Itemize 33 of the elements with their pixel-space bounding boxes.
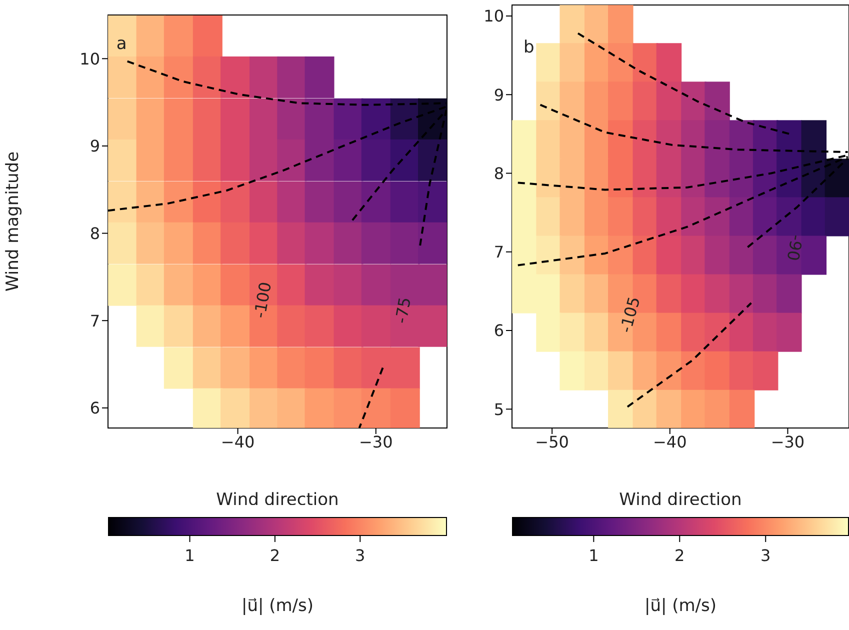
- annotation: -75: [391, 296, 415, 325]
- color-bar-label: 1: [588, 546, 599, 565]
- color-bar-label: 2: [674, 546, 685, 565]
- y-axis-title: Wind magnitude: [3, 151, 24, 292]
- y-tick-label: 10: [80, 49, 100, 68]
- y-tick-label: 7: [90, 311, 100, 330]
- x-tick-label: −40: [653, 432, 687, 452]
- annotation: -100: [250, 280, 276, 320]
- y-tick-label: 8: [494, 164, 504, 183]
- x-tick-label: −50: [535, 432, 569, 452]
- color-bar-label: 1: [184, 546, 195, 565]
- color-bar-label: 3: [760, 546, 771, 565]
- color-bar-label: 2: [270, 546, 280, 565]
- x-tick-label: −30: [359, 432, 393, 452]
- y-tick-label: 10: [484, 6, 504, 26]
- x-axis-title: Wind direction: [216, 490, 339, 510]
- color-bar-label: 3: [355, 546, 366, 565]
- y-tick-label: 6: [90, 398, 100, 418]
- x-tick-label: −40: [220, 432, 255, 452]
- y-tick-label: 9: [494, 85, 504, 104]
- annotation: b: [523, 37, 534, 58]
- annotation: -90: [783, 233, 806, 262]
- x-tick-label: −30: [770, 432, 805, 452]
- x-axis-title: Wind direction: [619, 490, 742, 510]
- color-bar-title: |u⃗| (m/s): [644, 596, 717, 616]
- y-tick-label: 7: [494, 242, 504, 262]
- color-bar-title: |u⃗| (m/s): [241, 596, 314, 616]
- y-tick-label: 5: [494, 400, 504, 419]
- y-tick-label: 9: [90, 136, 100, 156]
- y-tick-label: 6: [494, 321, 504, 340]
- y-tick-label: 8: [90, 224, 100, 243]
- annotation: -105: [616, 294, 644, 335]
- annotation: a: [116, 34, 127, 54]
